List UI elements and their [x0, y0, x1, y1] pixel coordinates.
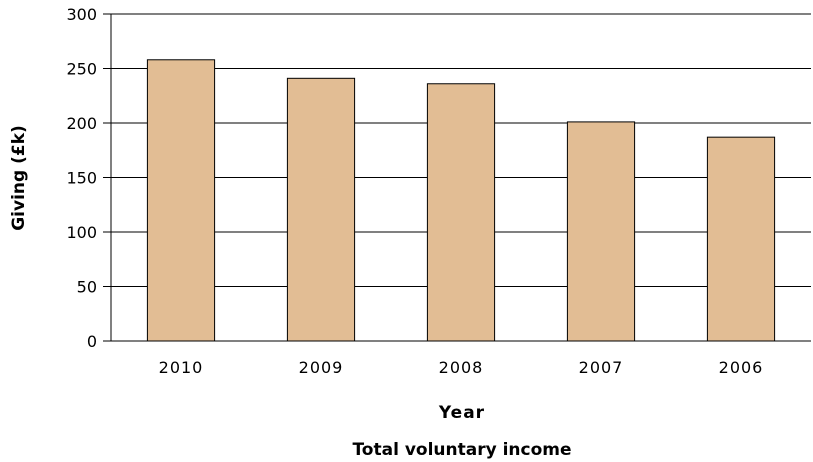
bar-2007 — [566, 121, 636, 342]
y-tick-labels: 0 50 100 150 200 250 300 — [66, 5, 97, 351]
y-tick-label: 200 — [66, 114, 97, 133]
y-tick-label: 150 — [66, 169, 97, 188]
bar-2010 — [146, 59, 216, 342]
y-tick-label: 300 — [66, 5, 97, 24]
bar-2006 — [706, 136, 776, 342]
chart-title: Total voluntary income — [352, 440, 571, 460]
y-tick-label: 50 — [77, 278, 97, 297]
x-tick-label: 2010 — [159, 358, 204, 377]
y-tick-label: 100 — [66, 223, 97, 242]
x-tick-label: 2007 — [579, 358, 624, 377]
x-tick-label: 2008 — [439, 358, 484, 377]
y-tick-label: 250 — [66, 60, 97, 79]
bar-2009 — [286, 77, 356, 342]
x-tick-labels: 2010 2009 2008 2007 2006 — [159, 358, 764, 377]
y-axis-title: Giving (£k) — [9, 125, 29, 231]
x-tick-label: 2009 — [299, 358, 344, 377]
bar-2008 — [426, 83, 496, 342]
axes — [103, 13, 811, 342]
x-tick-label: 2006 — [719, 358, 764, 377]
x-axis-title: Year — [438, 403, 485, 423]
bars — [146, 59, 776, 342]
y-tick-label: 0 — [87, 332, 97, 351]
